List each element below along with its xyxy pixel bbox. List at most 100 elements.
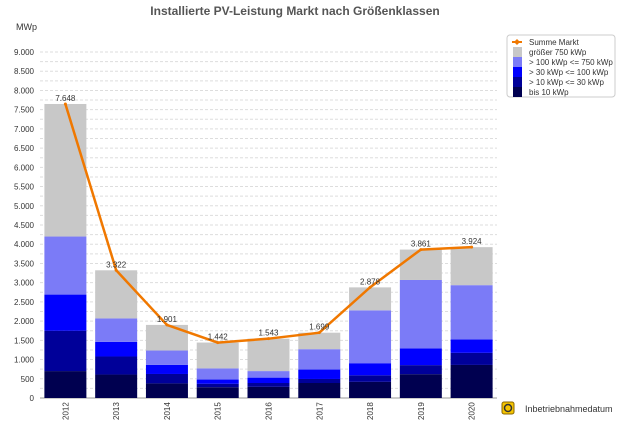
bar-segment-2018-0[interactable] bbox=[349, 381, 392, 398]
legend-swatch bbox=[513, 67, 522, 77]
chart-title: Installierte PV-Leistung Markt nach Größ… bbox=[150, 4, 439, 18]
y-tick-label: 7.000 bbox=[14, 125, 35, 134]
legend-marker-icon bbox=[514, 39, 520, 45]
bar-segment-2016-3[interactable] bbox=[247, 371, 290, 378]
data-label: 3.861 bbox=[411, 240, 432, 249]
data-label: 1.699 bbox=[309, 323, 330, 332]
summe-markt-point[interactable] bbox=[267, 337, 270, 341]
y-tick-label: 0 bbox=[30, 394, 35, 403]
bar-segment-2018-4[interactable] bbox=[349, 287, 392, 311]
y-tick-label: 8.000 bbox=[14, 86, 35, 95]
y-tick-label: 3.500 bbox=[14, 259, 35, 268]
legend-swatch bbox=[513, 57, 522, 67]
bar-segment-2014-1[interactable] bbox=[145, 373, 188, 384]
legend-item-label[interactable]: > 30 kWp <= 100 kWp bbox=[529, 68, 609, 77]
x-axis-label: Inbetriebnahmedatum bbox=[525, 404, 613, 414]
x-tick-label: 2015 bbox=[214, 402, 223, 420]
summe-markt-point[interactable] bbox=[63, 102, 67, 106]
bar-segment-2012-3[interactable] bbox=[44, 236, 87, 295]
y-tick-label: 1.000 bbox=[14, 356, 35, 365]
bar-segment-2016-0[interactable] bbox=[247, 386, 290, 398]
summe-markt-point[interactable] bbox=[419, 248, 423, 252]
legend-swatch bbox=[513, 87, 522, 97]
bar-segment-2017-1[interactable] bbox=[298, 378, 341, 384]
x-tick-label: 2016 bbox=[265, 402, 274, 420]
bar-segment-2012-0[interactable] bbox=[44, 371, 87, 398]
bar-segment-2020-1[interactable] bbox=[450, 352, 493, 365]
bar-segment-2017-0[interactable] bbox=[298, 383, 341, 398]
legend-item-label[interactable]: > 10 kWp <= 30 kWp bbox=[529, 78, 604, 87]
bar-segment-2013-2[interactable] bbox=[95, 341, 138, 357]
bar-segment-2015-2[interactable] bbox=[196, 379, 239, 384]
bar-segment-2016-2[interactable] bbox=[247, 377, 290, 384]
y-tick-label: 2.500 bbox=[14, 298, 35, 307]
bar-segment-2020-0[interactable] bbox=[450, 364, 493, 398]
data-label: 3.322 bbox=[106, 260, 127, 269]
bar-segment-2014-0[interactable] bbox=[145, 383, 188, 398]
bar-segment-2012-1[interactable] bbox=[44, 330, 87, 372]
x-tick-label: 2019 bbox=[417, 402, 426, 420]
bar-segment-2019-0[interactable] bbox=[399, 374, 442, 398]
bar-segment-2018-2[interactable] bbox=[349, 363, 392, 376]
x-tick-label: 2013 bbox=[112, 402, 121, 420]
legend-item-label[interactable]: bis 10 kWp bbox=[529, 88, 569, 97]
y-tick-label: 7.500 bbox=[14, 106, 35, 115]
bar-segment-2013-3[interactable] bbox=[95, 318, 138, 342]
y-tick-label: 5.500 bbox=[14, 183, 35, 192]
bar-segment-2015-0[interactable] bbox=[196, 387, 239, 398]
y-tick-label: 9.000 bbox=[14, 48, 35, 57]
x-tick-label: 2017 bbox=[315, 402, 324, 420]
bar-segment-2015-4[interactable] bbox=[196, 342, 239, 369]
legend-item-label[interactable]: > 100 kWp <= 750 kWp bbox=[529, 58, 613, 67]
y-tick-label: 500 bbox=[21, 375, 35, 384]
bar-segment-2016-1[interactable] bbox=[247, 383, 290, 387]
x-tick-label: 2014 bbox=[163, 402, 172, 420]
bar-segment-2014-2[interactable] bbox=[145, 364, 188, 374]
bar-segment-2012-2[interactable] bbox=[44, 294, 87, 331]
data-label: 3.924 bbox=[462, 237, 483, 246]
y-tick-label: 5.000 bbox=[14, 202, 35, 211]
bar-segment-2020-2[interactable] bbox=[450, 339, 493, 353]
bar-segment-2018-1[interactable] bbox=[349, 375, 392, 382]
y-tick-label: 3.000 bbox=[14, 279, 35, 288]
bar-segment-2020-3[interactable] bbox=[450, 285, 493, 340]
data-label: 1.901 bbox=[157, 315, 178, 324]
bar-segment-2013-0[interactable] bbox=[95, 374, 138, 398]
bar-segment-2019-1[interactable] bbox=[399, 365, 442, 375]
bar-segment-2019-2[interactable] bbox=[399, 348, 442, 366]
y-tick-label: 8.500 bbox=[14, 67, 35, 76]
summe-markt-point[interactable] bbox=[114, 268, 118, 272]
summe-markt-point[interactable] bbox=[317, 331, 321, 335]
y-axis-label: MWp bbox=[16, 22, 37, 32]
y-tick-label: 6.000 bbox=[14, 163, 35, 172]
bar-segment-2019-3[interactable] bbox=[399, 279, 442, 349]
bar-segment-2017-3[interactable] bbox=[298, 349, 341, 370]
bar-segment-2013-4[interactable] bbox=[95, 270, 138, 319]
data-label: 1.543 bbox=[258, 329, 279, 338]
dimension-switch-icon[interactable] bbox=[501, 401, 515, 415]
legend-item-label[interactable]: Summe Markt bbox=[529, 38, 580, 47]
summe-markt-point[interactable] bbox=[470, 245, 474, 249]
summe-markt-point[interactable] bbox=[216, 341, 220, 345]
y-tick-label: 2.000 bbox=[14, 317, 35, 326]
bar-segment-2015-3[interactable] bbox=[196, 368, 239, 380]
bar-segment-2014-3[interactable] bbox=[145, 350, 188, 365]
summe-markt-point[interactable] bbox=[368, 285, 372, 289]
bar-segment-2017-4[interactable] bbox=[298, 332, 341, 350]
bar-segment-2012-4[interactable] bbox=[44, 103, 87, 237]
x-tick-label: 2020 bbox=[468, 402, 477, 420]
bar-segment-2016-4[interactable] bbox=[247, 338, 290, 372]
y-tick-label: 6.500 bbox=[14, 144, 35, 153]
bar-segment-2019-4[interactable] bbox=[399, 249, 442, 280]
y-tick-label: 4.500 bbox=[14, 221, 35, 230]
summe-markt-point[interactable] bbox=[165, 323, 169, 327]
x-tick-label: 2018 bbox=[366, 402, 375, 420]
bar-segment-2013-1[interactable] bbox=[95, 356, 138, 375]
legend-box bbox=[506, 34, 616, 98]
bar-segment-2018-3[interactable] bbox=[349, 310, 392, 364]
bar-segment-2015-1[interactable] bbox=[196, 383, 239, 388]
bar-segment-2017-2[interactable] bbox=[298, 369, 341, 379]
legend-item-label[interactable]: größer 750 kWp bbox=[529, 48, 587, 57]
bar-segment-2020-4[interactable] bbox=[450, 247, 493, 286]
